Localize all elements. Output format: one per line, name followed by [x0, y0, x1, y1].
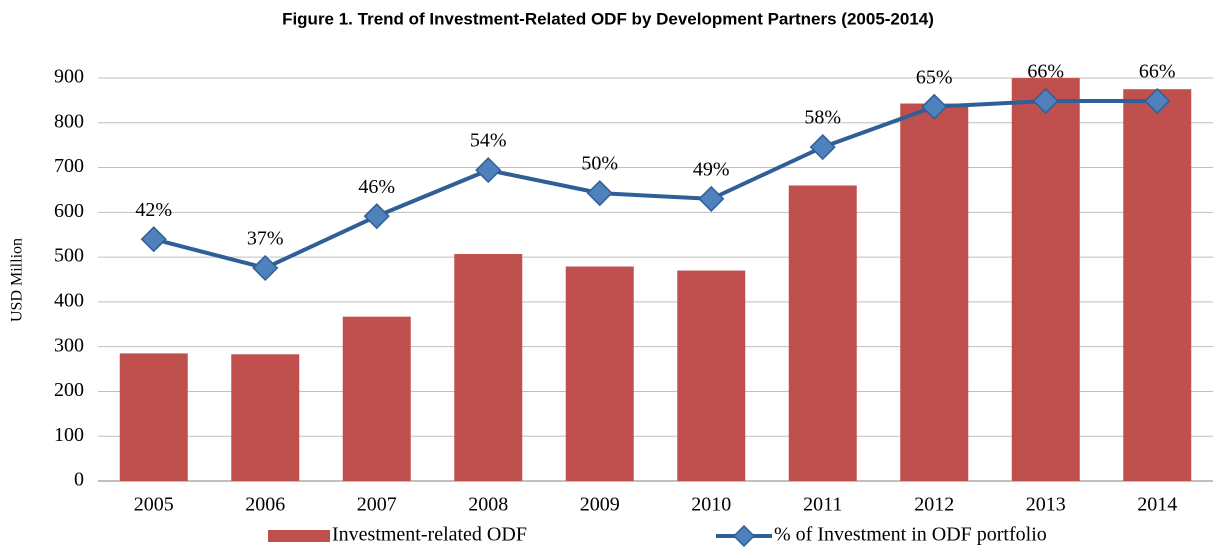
- y-tick-label: 800: [54, 110, 84, 132]
- bar: [1123, 89, 1192, 481]
- bar: [900, 103, 969, 482]
- line-marker: [363, 203, 390, 230]
- y-tick-label: 600: [54, 200, 84, 222]
- x-tick-label: 2007: [357, 494, 397, 516]
- x-tick-label: 2013: [1026, 494, 1066, 516]
- legend-label: % of Investment in ODF portfolio: [774, 524, 1047, 546]
- x-tick-label: 2011: [803, 494, 842, 516]
- line: [153, 99, 1158, 271]
- bar: [565, 266, 634, 481]
- legend-marker: [732, 524, 756, 548]
- x-tick-label: 2006: [245, 494, 285, 516]
- y-tick-label: 100: [54, 424, 84, 446]
- line-marker: [1144, 87, 1171, 115]
- line-marker: [809, 134, 836, 161]
- y-tick-label: 700: [54, 155, 84, 177]
- line-marker: [475, 157, 502, 184]
- bar: [231, 354, 300, 481]
- y-tick-label: 200: [54, 379, 84, 401]
- line-marker: [252, 254, 279, 282]
- y-axis-label: USD Million: [9, 238, 26, 322]
- x-tick-label: 2009: [580, 494, 620, 516]
- data-label: 50%: [581, 153, 618, 175]
- line-marker: [921, 93, 948, 120]
- line-marker: [586, 180, 613, 207]
- bar: [677, 270, 746, 481]
- data-label: 46%: [358, 176, 395, 198]
- legend-swatch: [268, 530, 330, 542]
- bar: [119, 353, 188, 481]
- bar: [342, 316, 411, 481]
- x-tick-label: 2010: [691, 494, 731, 516]
- line-marker: [698, 185, 725, 212]
- legend-label: Investment-related ODF: [332, 524, 527, 546]
- x-tick-label: 2012: [914, 494, 954, 516]
- data-label: 49%: [693, 158, 730, 180]
- data-label: 65%: [916, 66, 953, 88]
- line-marker: [140, 226, 167, 253]
- data-label: 54%: [470, 130, 507, 152]
- y-tick-label: 400: [54, 289, 84, 311]
- data-label: 66%: [1139, 61, 1176, 83]
- y-tick-label: 500: [54, 245, 84, 267]
- bar: [1011, 78, 1080, 481]
- data-label: 58%: [804, 107, 841, 129]
- x-tick-label: 2005: [134, 494, 174, 516]
- bar: [788, 185, 857, 481]
- chart-title: Figure 1. Trend of Investment-Related OD…: [282, 9, 934, 28]
- data-label: 66%: [1027, 61, 1064, 83]
- y-tick-label: 0: [74, 469, 84, 491]
- bar: [454, 253, 523, 481]
- x-tick-label: 2014: [1137, 494, 1177, 516]
- data-label: 42%: [135, 199, 172, 221]
- y-tick-label: 300: [54, 334, 84, 356]
- y-tick-label: 900: [54, 66, 84, 88]
- x-tick-label: 2008: [468, 494, 508, 516]
- data-label: 37%: [247, 228, 284, 250]
- line-marker: [1032, 87, 1059, 115]
